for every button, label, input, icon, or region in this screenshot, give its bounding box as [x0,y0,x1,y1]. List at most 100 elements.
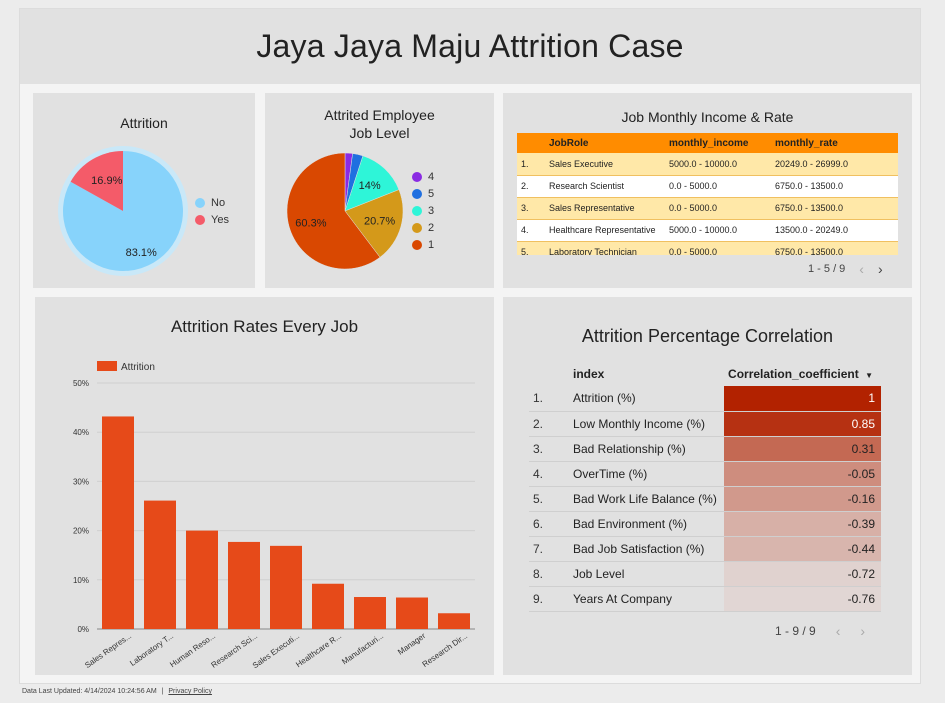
x-tick-label: Manager [396,631,427,657]
prev-page-icon[interactable]: ‹ [859,261,864,277]
footer-separator: | [161,688,164,695]
row-number: 6. [529,511,573,537]
sort-desc-icon[interactable]: ▼ [865,370,873,380]
table-row[interactable]: 5. Bad Work Life Balance (%) -0.16 [529,486,881,512]
index-cell: OverTime (%) [573,461,724,487]
table-row[interactable]: 5. Laboratory Technician 0.0 - 5000.0 6750.… [517,241,898,255]
legend-label-yes: Yes [211,213,229,226]
attrition-bar-chart[interactable]: Attrition 0% 10% 20% 30% 40% 50% Sales Repres..… [35,297,494,675]
table-row[interactable]: 4. Healthcare Representative 5000.0 - 1000… [517,219,898,242]
bar-8[interactable] [396,597,428,629]
table-row[interactable]: 3. Bad Relationship (%) 0.31 [529,436,881,462]
attrition-pie-chart[interactable]: 83.1% 16.9% [33,93,255,288]
table-row[interactable]: 9. Years At Company -0.76 [529,586,881,612]
legend-item-level-2[interactable]: 2 [412,219,434,236]
job-income-title: Job Monthly Income & Rate [621,109,794,125]
privacy-policy-link[interactable]: Privacy Policy [168,688,212,695]
correlation-title: Attrition Percentage Correlation [581,326,834,346]
index-cell: Bad Environment (%) [573,511,724,537]
x-tick-label: Sales Executi... [251,631,301,670]
job-income-panel: Job Monthly Income & Rate JobRole monthl… [503,93,912,288]
row-number: 2. [529,411,573,437]
joblevel-pie-panel: Attrited Employee Job Level 14% 20.7% 60.3… [265,93,494,288]
monthly-income-cell: 0.0 - 5000.0 [665,197,771,220]
row-number: 3. [529,436,573,462]
job-income-col-rate[interactable]: monthly_rate [771,133,898,153]
table-row[interactable]: 6. Bad Environment (%) -0.39 [529,511,881,537]
bar-9[interactable] [438,613,470,629]
table-row[interactable]: 4. OverTime (%) -0.05 [529,461,881,487]
job-income-table-wrap[interactable]: JobRole monthly_income monthly_rate 1. Sa… [517,133,898,255]
correlation-value-cell: -0.05 [724,461,881,487]
row-number: 8. [529,561,573,587]
job-role-cell: Healthcare Representative [545,219,665,242]
pie-slice-yes-label: 16.9% [91,175,122,187]
pie-slice-level-3[interactable] [344,155,400,212]
bar-6[interactable] [312,583,344,629]
joblevel-pie-legend: 4 5 3 2 1 [412,168,434,253]
monthly-income-cell: 0.0 - 5000.0 [665,175,771,198]
legend-item-level-5[interactable]: 5 [412,185,434,202]
bar-1[interactable] [102,416,134,629]
bar-3[interactable] [186,530,218,629]
correlation-header-row: index Correlation_coefficient ▼ [529,361,881,386]
bar-2[interactable] [144,500,176,629]
pie-slice-level-1-label: 60.3% [295,217,326,229]
legend-item-no[interactable]: No [195,194,229,211]
job-income-col-role[interactable]: JobRole [545,133,665,153]
table-row[interactable]: 2. Research Scientist 0.0 - 5000.0 6750.0 -… [517,175,898,198]
legend-item-level-3[interactable]: 3 [412,202,434,219]
bar-4[interactable] [228,541,260,629]
y-tick-label: 50% [73,379,89,388]
bar-7[interactable] [354,597,386,629]
correlation-pager: 1 - 9 / 9 ‹ › [775,623,865,639]
pie-slice-level-2[interactable] [344,189,404,258]
table-row[interactable]: 2. Low Monthly Income (%) 0.85 [529,411,881,437]
pie-slice-no[interactable] [63,151,184,271]
correlation-panel: Attrition Percentage Correlation index C… [503,297,912,675]
correlation-table[interactable]: index Correlation_coefficient ▼ 1. Attrit… [529,361,881,612]
correlation-col-value-label: Correlation_coefficient [728,366,859,381]
last-updated-text: Data Last Updated: 4/14/2024 10:24:56 AM [22,688,157,695]
bar-legend-swatch [97,361,117,371]
next-page-icon[interactable]: › [860,623,866,639]
job-role-cell: Laboratory Technician [545,241,665,255]
bar-legend-label: Attrition [121,362,155,373]
bar-5[interactable] [270,545,302,629]
prev-page-icon[interactable]: ‹ [835,623,841,639]
y-tick-label: 40% [73,428,89,437]
monthly-rate-cell: 13500.0 - 20249.0 [771,219,898,242]
next-page-icon[interactable]: › [877,261,883,277]
row-number: 1. [529,386,573,412]
job-income-pager-text: 1 - 5 / 9 [808,263,846,275]
joblevel-pie-chart[interactable]: 14% 20.7% 60.3% [265,93,494,288]
legend-item-level-4[interactable]: 4 [412,168,434,185]
row-number: 2. [517,175,545,198]
y-tick-label: 10% [73,576,89,585]
table-row[interactable]: 1. Sales Executive 5000.0 - 10000.0 20249.0… [517,153,898,176]
monthly-rate-cell: 20249.0 - 26999.0 [771,153,898,176]
correlation-col-value[interactable]: Correlation_coefficient ▼ [724,361,881,386]
legend-label-level-3: 3 [428,204,435,217]
legend-item-yes[interactable]: Yes [195,211,229,228]
correlation-value-cell: -0.39 [724,511,881,537]
pie-slice-level-1[interactable] [286,152,381,270]
attrition-bar-panel: Attrition Rates Every Job Attrition 0% 10%… [35,297,494,675]
job-income-table: JobRole monthly_income monthly_rate 1. Sa… [517,133,898,255]
correlation-pager-text: 1 - 9 / 9 [775,624,816,638]
table-row[interactable]: 7. Bad Job Satisfaction (%) -0.44 [529,536,881,562]
index-cell: Years At Company [573,586,724,612]
correlation-col-index[interactable]: index [573,366,605,381]
pie-slice-yes[interactable] [70,151,123,211]
row-number: 5. [529,486,573,512]
table-row[interactable]: 8. Job Level -0.72 [529,561,881,587]
monthly-rate-cell: 6750.0 - 13500.0 [771,241,898,255]
x-tick-label: Sales Repres... [83,631,133,670]
legend-label-level-1: 1 [428,238,435,251]
job-income-col-income[interactable]: monthly_income [665,133,771,153]
table-row[interactable]: 1. Attrition (%) 1 [529,386,881,412]
legend-item-level-1[interactable]: 1 [412,236,434,253]
table-row[interactable]: 3. Sales Representative 0.0 - 5000.0 6750.0… [517,197,898,220]
pie-slice-level-2-label: 20.7% [364,216,395,228]
legend-label-level-2: 2 [428,221,435,234]
